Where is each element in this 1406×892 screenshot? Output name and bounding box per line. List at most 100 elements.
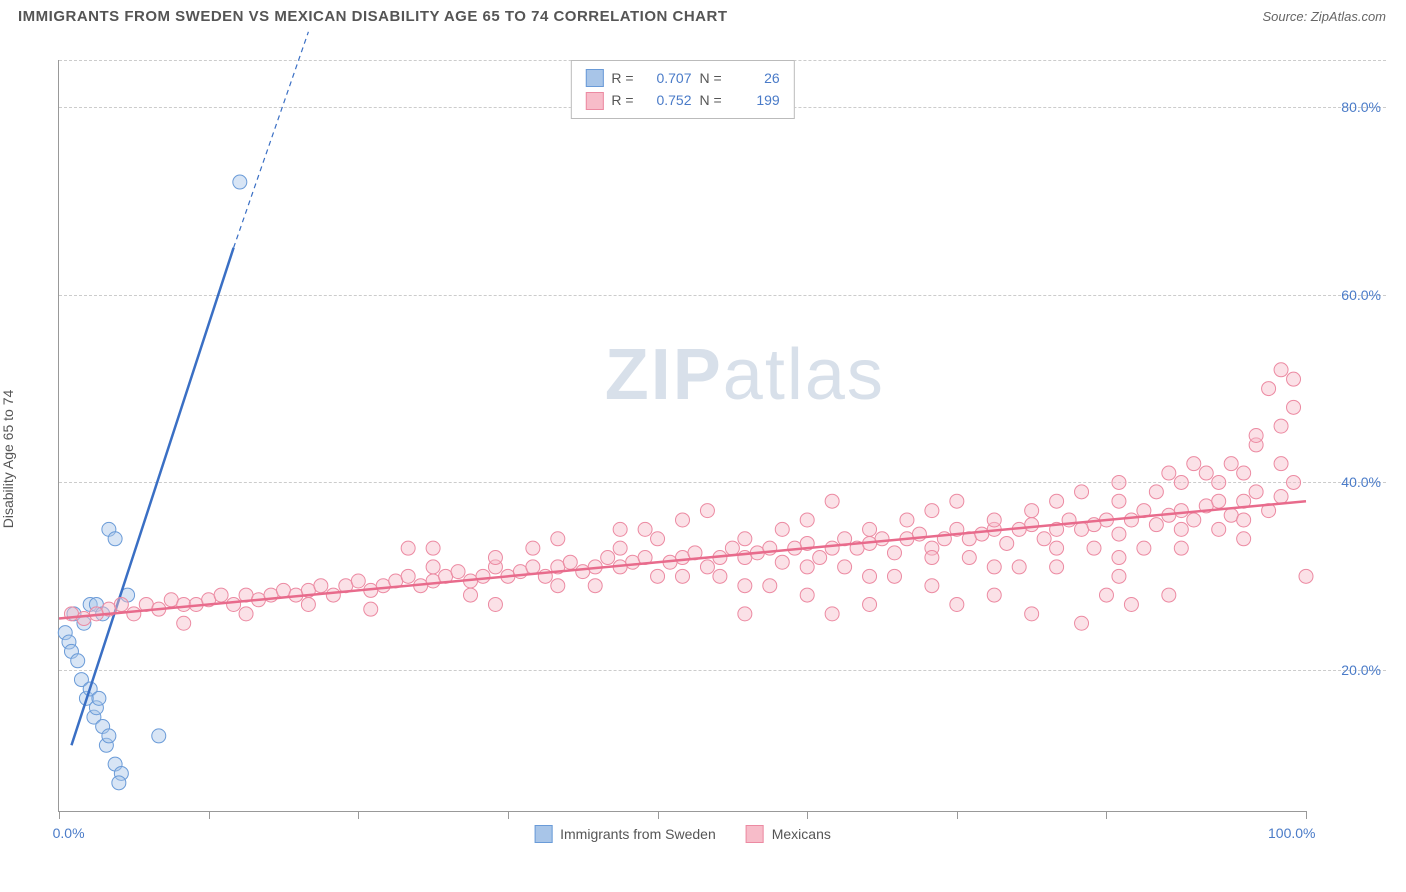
- scatter-point-mexicans: [900, 513, 914, 527]
- x-tick: [658, 811, 659, 819]
- scatter-point-mexicans: [800, 513, 814, 527]
- scatter-point-mexicans: [1050, 494, 1064, 508]
- scatter-point-mexicans: [863, 597, 877, 611]
- scatter-point-mexicans: [563, 555, 577, 569]
- scatter-point-sweden: [108, 532, 122, 546]
- scatter-point-mexicans: [1112, 475, 1126, 489]
- scatter-point-mexicans: [987, 588, 1001, 602]
- scatter-point-mexicans: [1124, 597, 1138, 611]
- x-tick: [957, 811, 958, 819]
- scatter-point-mexicans: [763, 579, 777, 593]
- scatter-point-mexicans: [364, 602, 378, 616]
- scatter-point-mexicans: [962, 551, 976, 565]
- x-tick-label: 0.0%: [53, 825, 85, 841]
- scatter-point-mexicans: [1224, 508, 1238, 522]
- scatter-point-mexicans: [164, 593, 178, 607]
- scatter-point-mexicans: [588, 579, 602, 593]
- legend-item-sweden: Immigrants from Sweden: [534, 825, 716, 843]
- scatter-point-mexicans: [863, 522, 877, 536]
- legend-label-mexicans: Mexicans: [772, 826, 831, 842]
- scatter-point-mexicans: [887, 546, 901, 560]
- scatter-point-mexicans: [950, 494, 964, 508]
- scatter-point-mexicans: [1174, 522, 1188, 536]
- scatter-point-mexicans: [426, 574, 440, 588]
- scatter-point-mexicans: [1174, 541, 1188, 555]
- x-tick: [1306, 811, 1307, 819]
- legend-r-value-sweden: 0.707: [642, 67, 692, 89]
- y-axis-label: Disability Age 65 to 74: [0, 390, 16, 529]
- scatter-point-mexicans: [950, 597, 964, 611]
- legend-swatch-mexicans: [585, 92, 603, 110]
- x-tick-label: 100.0%: [1268, 825, 1315, 841]
- scatter-point-mexicans: [613, 522, 627, 536]
- legend-item-mexicans: Mexicans: [746, 825, 831, 843]
- scatter-point-mexicans: [676, 569, 690, 583]
- scatter-point-mexicans: [77, 612, 91, 626]
- y-tick-label: 40.0%: [1341, 474, 1381, 490]
- scatter-point-mexicans: [1249, 485, 1263, 499]
- scatter-point-mexicans: [1087, 541, 1101, 555]
- scatter-point-mexicans: [1124, 513, 1138, 527]
- scatter-point-mexicans: [725, 541, 739, 555]
- scatter-point-mexicans: [464, 588, 478, 602]
- legend-r-label: R =: [611, 67, 633, 89]
- scatter-point-mexicans: [1274, 457, 1288, 471]
- scatter-point-mexicans: [1299, 569, 1313, 583]
- scatter-point-mexicans: [1274, 419, 1288, 433]
- x-tick: [209, 811, 210, 819]
- x-tick: [358, 811, 359, 819]
- scatter-point-mexicans: [651, 532, 665, 546]
- legend-swatch-sweden: [534, 825, 552, 843]
- scatter-point-mexicans: [987, 513, 1001, 527]
- scatter-point-mexicans: [451, 565, 465, 579]
- scatter-point-mexicans: [488, 551, 502, 565]
- legend-n-value-mexicans: 199: [730, 89, 780, 111]
- scatter-point-mexicans: [1237, 513, 1251, 527]
- scatter-point-mexicans: [227, 597, 241, 611]
- scatter-point-sweden: [152, 729, 166, 743]
- scatter-point-mexicans: [401, 541, 415, 555]
- scatter-point-mexicans: [1212, 522, 1226, 536]
- scatter-point-mexicans: [863, 569, 877, 583]
- scatter-point-mexicans: [326, 588, 340, 602]
- legend-series: Immigrants from Sweden Mexicans: [534, 825, 831, 843]
- legend-n-label: N =: [700, 89, 722, 111]
- scatter-point-mexicans: [1162, 588, 1176, 602]
- scatter-point-mexicans: [551, 532, 565, 546]
- scatter-point-mexicans: [1050, 541, 1064, 555]
- scatter-point-mexicans: [526, 560, 540, 574]
- scatter-point-mexicans: [177, 597, 191, 611]
- legend-r-label: R =: [611, 89, 633, 111]
- scatter-point-mexicans: [1075, 522, 1089, 536]
- scatter-point-mexicans: [713, 569, 727, 583]
- x-tick: [1106, 811, 1107, 819]
- scatter-point-mexicans: [875, 532, 889, 546]
- scatter-point-mexicans: [1187, 513, 1201, 527]
- scatter-point-mexicans: [351, 574, 365, 588]
- source-label: Source: ZipAtlas.com: [1262, 9, 1386, 24]
- scatter-point-sweden: [233, 175, 247, 189]
- scatter-point-mexicans: [987, 560, 1001, 574]
- scatter-point-mexicans: [775, 522, 789, 536]
- scatter-point-mexicans: [838, 560, 852, 574]
- scatter-point-mexicans: [1025, 518, 1039, 532]
- scatter-point-mexicans: [301, 597, 315, 611]
- scatter-point-mexicans: [626, 555, 640, 569]
- scatter-point-mexicans: [800, 560, 814, 574]
- scatter-point-mexicans: [476, 569, 490, 583]
- scatter-point-mexicans: [975, 527, 989, 541]
- legend-stats-row-sweden: R = 0.707 N = 26: [585, 67, 779, 89]
- scatter-point-mexicans: [1274, 363, 1288, 377]
- legend-stats: R = 0.707 N = 26 R = 0.752 N = 199: [570, 60, 794, 119]
- scatter-point-mexicans: [925, 579, 939, 593]
- scatter-point-mexicans: [1050, 560, 1064, 574]
- scatter-point-mexicans: [887, 569, 901, 583]
- scatter-point-mexicans: [825, 541, 839, 555]
- y-tick-label: 20.0%: [1341, 662, 1381, 678]
- scatter-point-mexicans: [1174, 475, 1188, 489]
- scatter-point-mexicans: [800, 588, 814, 602]
- scatter-point-mexicans: [1025, 504, 1039, 518]
- scatter-point-mexicans: [1274, 490, 1288, 504]
- scatter-point-mexicans: [1287, 475, 1301, 489]
- scatter-point-sweden: [102, 729, 116, 743]
